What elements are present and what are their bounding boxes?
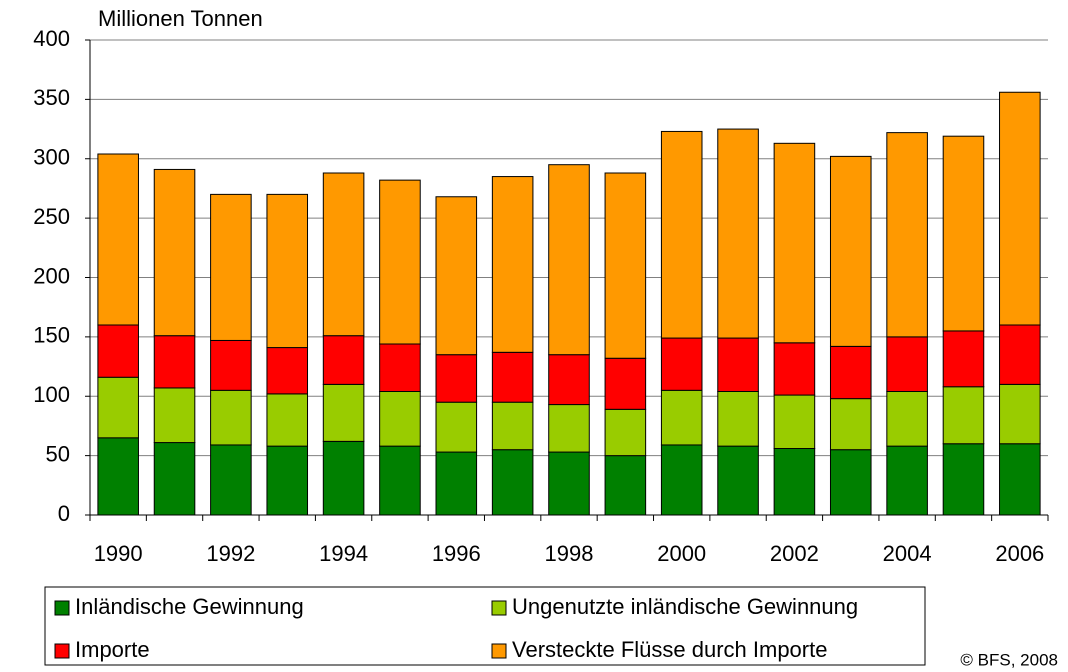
x-tick-label: 2006	[995, 541, 1044, 566]
bar-segment	[491, 351, 534, 403]
bar-segment	[660, 389, 703, 446]
bar-segment	[97, 376, 139, 439]
bar-segment	[322, 335, 365, 385]
x-tick-label: 2002	[770, 541, 819, 566]
y-tick-label: 400	[33, 26, 70, 51]
source: © BFS, 2008	[960, 650, 1058, 669]
y-tick-label: 50	[46, 441, 70, 466]
y-tick-label: 100	[33, 382, 70, 407]
bar-segment	[829, 155, 872, 347]
x-tick-label: 1994	[319, 541, 368, 566]
bar-segment	[604, 357, 647, 410]
bar-segment	[999, 443, 1041, 516]
bar-segment	[829, 345, 872, 400]
legend-label: Ungenutzte inländische Gewinnung	[512, 594, 858, 619]
bar-segment	[660, 337, 703, 391]
bar-segment	[886, 445, 928, 516]
bar-segment	[773, 448, 816, 516]
bar-segment	[491, 449, 534, 516]
bar-segment	[999, 383, 1041, 445]
legend-swatch	[491, 643, 507, 659]
bar-segment	[97, 324, 139, 378]
bar-segment	[266, 445, 309, 516]
bar-segment	[379, 391, 421, 447]
bar-segment	[548, 354, 590, 406]
bar-segment	[435, 401, 478, 453]
bar-segment	[153, 168, 196, 337]
bar-segment	[210, 444, 252, 516]
bar-segment	[717, 128, 759, 339]
bar-segment	[266, 347, 309, 395]
bar-segment	[153, 442, 196, 516]
bar-segment	[210, 339, 252, 391]
bar-segment	[153, 387, 196, 444]
bar-segment	[604, 172, 647, 359]
y-tick-label: 200	[33, 263, 70, 288]
bar-segment	[266, 193, 309, 349]
x-tick-label: 2004	[883, 541, 932, 566]
bar-segment	[548, 164, 590, 356]
bar-segment	[942, 135, 985, 332]
bar-segment	[379, 445, 421, 516]
bar-segment	[491, 176, 534, 353]
x-tick-label: 1998	[545, 541, 594, 566]
legend-label: Versteckte Flüsse durch Importe	[512, 637, 827, 662]
legend-label: Importe	[75, 637, 150, 662]
legend-swatch	[54, 643, 70, 659]
bar-segment	[604, 455, 647, 516]
y-tick-label: 350	[33, 85, 70, 110]
bar-segment	[942, 330, 985, 388]
bar-segment	[604, 408, 647, 457]
bar-segment	[717, 391, 759, 447]
legend-label: Inländische Gewinnung	[75, 594, 304, 619]
legend-swatch	[491, 600, 507, 616]
bar-segment	[999, 91, 1041, 326]
bar-segment	[886, 336, 928, 392]
y-tick-label: 250	[33, 204, 70, 229]
x-tick-label: 1992	[206, 541, 255, 566]
bar-segment	[97, 153, 139, 326]
bar-segment	[322, 172, 365, 337]
bar-segment	[210, 389, 252, 446]
bar-segment	[322, 383, 365, 442]
y-tick-label: 0	[58, 501, 70, 526]
y-axis-label: Millionen Tonnen	[98, 6, 263, 31]
bar-segment	[942, 443, 985, 516]
bar-segment	[435, 354, 478, 403]
bar-segment	[379, 179, 421, 345]
bar-segment	[999, 324, 1041, 385]
bar-segment	[322, 440, 365, 516]
bar-segment	[717, 337, 759, 392]
bar-segment	[153, 335, 196, 389]
bar-segment	[435, 451, 478, 516]
bar-segment	[548, 451, 590, 516]
bar-segment	[210, 193, 252, 341]
bar-segment	[829, 398, 872, 451]
bar-segment	[266, 393, 309, 447]
bar-segment	[435, 196, 478, 356]
x-tick-label: 1990	[94, 541, 143, 566]
bar-segment	[773, 342, 816, 396]
bar-segment	[773, 394, 816, 449]
legend-swatch	[54, 600, 70, 616]
x-tick-label: 1996	[432, 541, 481, 566]
bar-segment	[379, 343, 421, 392]
bar-segment	[773, 142, 816, 344]
bar-segment	[660, 444, 703, 516]
bar-segment	[717, 445, 759, 516]
bar-segment	[942, 386, 985, 445]
bar-segment	[886, 132, 928, 338]
y-tick-label: 150	[33, 323, 70, 348]
bar-segment	[491, 401, 534, 451]
y-tick-label: 300	[33, 145, 70, 170]
bar-segment	[829, 449, 872, 516]
bar-segment	[97, 437, 139, 516]
bar-segment	[886, 391, 928, 447]
bar-segment	[660, 130, 703, 339]
bar-segment	[548, 404, 590, 453]
x-tick-label: 2000	[657, 541, 706, 566]
legend-box	[44, 586, 926, 666]
